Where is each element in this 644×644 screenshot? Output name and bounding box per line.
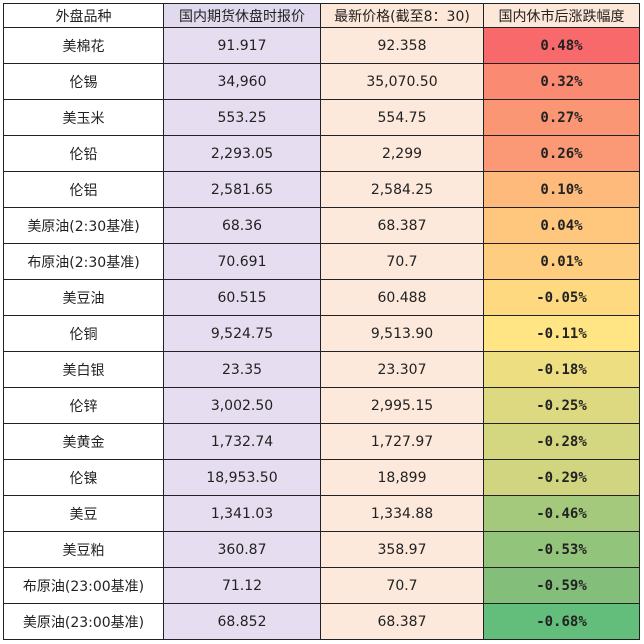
change-cell: -0.68%: [483, 603, 640, 640]
domestic-price-cell: 3,002.50: [163, 387, 321, 424]
latest-price-cell: 2,584.25: [320, 171, 484, 208]
latest-price-cell: 70.7: [320, 567, 484, 604]
latest-price-cell: 1,727.97: [320, 423, 484, 460]
domestic-price-cell: 9,524.75: [163, 315, 321, 352]
table-row: 伦铝 2,581.65 2,584.25 0.10%: [3, 171, 640, 208]
latest-price-cell: 70.7: [320, 243, 484, 280]
variety-cell: 伦锌: [3, 387, 164, 424]
latest-price-cell: 68.387: [320, 207, 484, 244]
latest-price-cell: 2,995.15: [320, 387, 484, 424]
latest-price-cell: 2,299: [320, 135, 484, 172]
domestic-price-cell: 60.515: [163, 279, 321, 316]
variety-cell: 美白银: [3, 351, 164, 388]
variety-cell: 美豆粕: [3, 531, 164, 568]
variety-cell: 美豆油: [3, 279, 164, 316]
table-row: 伦铜 9,524.75 9,513.90 -0.11%: [3, 315, 640, 352]
change-cell: 0.01%: [483, 243, 640, 280]
table-row: 美白银 23.35 23.307 -0.18%: [3, 351, 640, 388]
domestic-price-cell: 2,581.65: [163, 171, 321, 208]
domestic-price-cell: 553.25: [163, 99, 321, 136]
domestic-price-cell: 360.87: [163, 531, 321, 568]
variety-cell: 美玉米: [3, 99, 164, 136]
change-cell: -0.11%: [483, 315, 640, 352]
change-cell: -0.29%: [483, 459, 640, 496]
domestic-price-cell: 1,341.03: [163, 495, 321, 532]
domestic-price-cell: 1,732.74: [163, 423, 321, 460]
table-row: 美玉米 553.25 554.75 0.27%: [3, 99, 640, 136]
latest-price-cell: 554.75: [320, 99, 484, 136]
table-row: 美豆 1,341.03 1,334.88 -0.46%: [3, 495, 640, 532]
variety-cell: 伦铝: [3, 171, 164, 208]
variety-cell: 美棉花: [3, 27, 164, 64]
variety-cell: 伦铅: [3, 135, 164, 172]
table-row: 美棉花 91.917 92.358 0.48%: [3, 27, 640, 64]
table-row: 伦锌 3,002.50 2,995.15 -0.25%: [3, 387, 640, 424]
domestic-price-cell: 23.35: [163, 351, 321, 388]
latest-price-cell: 18,899: [320, 459, 484, 496]
change-cell: 0.04%: [483, 207, 640, 244]
table-row: 美豆油 60.515 60.488 -0.05%: [3, 279, 640, 316]
domestic-price-cell: 91.917: [163, 27, 321, 64]
variety-cell: 布原油(23:00基准): [3, 567, 164, 604]
domestic-price-cell: 70.691: [163, 243, 321, 280]
change-cell: -0.46%: [483, 495, 640, 532]
variety-cell: 伦镍: [3, 459, 164, 496]
table-row: 伦锡 34,960 35,070.50 0.32%: [3, 63, 640, 100]
change-cell: 0.26%: [483, 135, 640, 172]
latest-price-cell: 35,070.50: [320, 63, 484, 100]
latest-price-cell: 23.307: [320, 351, 484, 388]
change-cell: -0.18%: [483, 351, 640, 388]
variety-cell: 美原油(23:00基准): [3, 603, 164, 640]
domestic-price-cell: 2,293.05: [163, 135, 321, 172]
variety-cell: 伦铜: [3, 315, 164, 352]
table-row: 布原油(23:00基准) 71.12 70.7 -0.59%: [3, 567, 640, 604]
change-cell: -0.53%: [483, 531, 640, 568]
domestic-price-cell: 68.852: [163, 603, 321, 640]
variety-cell: 美豆: [3, 495, 164, 532]
latest-price-cell: 60.488: [320, 279, 484, 316]
variety-cell: 伦锡: [3, 63, 164, 100]
table-row: 美黄金 1,732.74 1,727.97 -0.28%: [3, 423, 640, 460]
header-row: 外盘品种 国内期货休盘时报价 最新价格(截至8：30) 国内休市后涨跌幅度: [3, 3, 640, 28]
domestic-price-cell: 18,953.50: [163, 459, 321, 496]
table-row: 美豆粕 360.87 358.97 -0.53%: [3, 531, 640, 568]
variety-cell: 布原油(2:30基准): [3, 243, 164, 280]
change-cell: -0.25%: [483, 387, 640, 424]
variety-cell: 美黄金: [3, 423, 164, 460]
latest-price-cell: 1,334.88: [320, 495, 484, 532]
change-cell: -0.28%: [483, 423, 640, 460]
change-cell: 0.48%: [483, 27, 640, 64]
domestic-price-cell: 34,960: [163, 63, 321, 100]
table-row: 美原油(2:30基准) 68.36 68.387 0.04%: [3, 207, 640, 244]
price-change-table: 外盘品种 国内期货休盘时报价 最新价格(截至8：30) 国内休市后涨跌幅度 美棉…: [3, 3, 640, 640]
table-row: 伦镍 18,953.50 18,899 -0.29%: [3, 459, 640, 496]
change-cell: 0.32%: [483, 63, 640, 100]
table-row: 伦铅 2,293.05 2,299 0.26%: [3, 135, 640, 172]
change-cell: 0.10%: [483, 171, 640, 208]
domestic-price-cell: 71.12: [163, 567, 321, 604]
change-cell: -0.05%: [483, 279, 640, 316]
domestic-price-cell: 68.36: [163, 207, 321, 244]
latest-price-cell: 358.97: [320, 531, 484, 568]
table-row: 布原油(2:30基准) 70.691 70.7 0.01%: [3, 243, 640, 280]
table-row: 美原油(23:00基准) 68.852 68.387 -0.68%: [3, 603, 640, 640]
latest-price-cell: 9,513.90: [320, 315, 484, 352]
latest-price-cell: 68.387: [320, 603, 484, 640]
header-latest-price: 最新价格(截至8：30): [320, 3, 484, 28]
table-body: 美棉花 91.917 92.358 0.48% 伦锡 34,960 35,070.50 0.3…: [3, 27, 640, 640]
latest-price-cell: 92.358: [320, 27, 484, 64]
variety-cell: 美原油(2:30基准): [3, 207, 164, 244]
header-change-after-close: 国内休市后涨跌幅度: [483, 3, 640, 28]
change-cell: -0.59%: [483, 567, 640, 604]
header-domestic-close-price: 国内期货休盘时报价: [163, 3, 321, 28]
change-cell: 0.27%: [483, 99, 640, 136]
header-variety: 外盘品种: [3, 3, 164, 28]
